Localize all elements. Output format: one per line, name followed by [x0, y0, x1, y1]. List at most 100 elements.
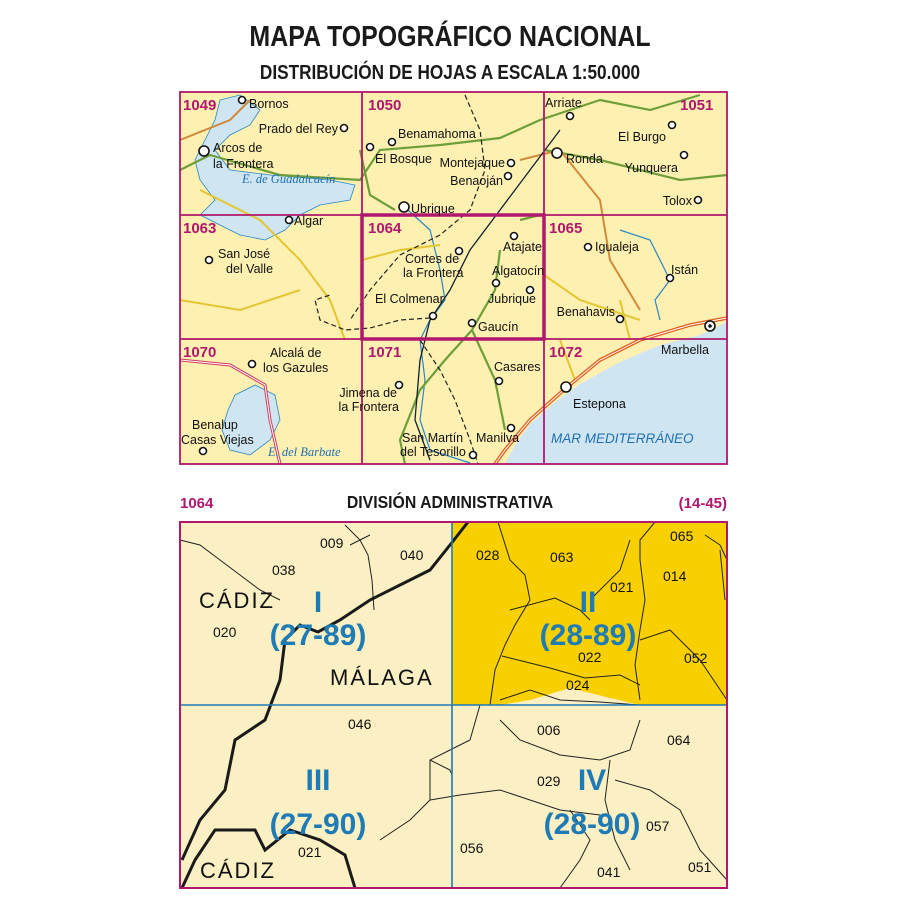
- road-regional: [179, 99, 641, 311]
- place-san-jose-line2: del Valle: [226, 262, 273, 276]
- place-montejaque: Montejaque: [440, 156, 505, 170]
- municipality-code: 057: [646, 818, 670, 834]
- place-ronda: Ronda: [566, 152, 603, 166]
- sheet-1063[interactable]: 1063: [183, 220, 216, 237]
- province-cadiz-bottom: CÁDIZ: [200, 858, 276, 883]
- river: [399, 202, 471, 464]
- municipality-code: 006: [537, 722, 561, 738]
- municipality-code: 029: [537, 773, 561, 789]
- quadrant-iv-numeral: IV: [578, 764, 606, 797]
- place-jimena-line1: Jimena de: [339, 386, 397, 400]
- quadrant-ii-highlight: [452, 522, 727, 705]
- admin-frame: [179, 521, 728, 889]
- quadrant-iii-ref: (27-90): [270, 808, 367, 841]
- place-alcala-line2: los Gazules: [263, 361, 328, 375]
- sheet-1071[interactable]: 1071: [368, 344, 401, 361]
- place-benalup-line2: Casas Viejas: [181, 433, 254, 447]
- quadrant-grid: [180, 522, 727, 888]
- quadrant-i-ref: (27-89): [270, 619, 367, 652]
- place-el-colmenar: El Colmenar: [375, 292, 444, 306]
- label-e-barbate: E. del Barbate: [267, 445, 341, 459]
- municipality-code: 009: [320, 535, 344, 551]
- boundary-line: [414, 129, 561, 461]
- label-e-guadalcacin: E. de Guadalcacín: [241, 172, 335, 186]
- admin-division-map: 1064 DIVISIÓN ADMINISTRATIVA (14-45): [179, 492, 728, 889]
- sheet-1065[interactable]: 1065: [549, 220, 582, 237]
- municipality-code: 021: [298, 844, 322, 860]
- railway: [314, 94, 486, 465]
- municipal-boundaries: [179, 521, 728, 889]
- place-tolox: Tolox: [663, 194, 693, 208]
- quadrant-ii-ref: (28-89): [540, 619, 637, 652]
- subtitle: DISTRIBUCIÓN DE HOJAS A ESCALA 1:50.000: [260, 61, 640, 84]
- current-sheet-highlight: [360, 213, 546, 341]
- municipality-code: 024: [566, 677, 590, 693]
- place-estepona: Estepona: [573, 397, 626, 411]
- place-benamahoma: Benamahoma: [398, 127, 476, 141]
- place-prado-del-rey: Prado del Rey: [259, 122, 339, 136]
- place-arcos-line2: la Frontera: [213, 157, 273, 171]
- place-istan: Istán: [671, 263, 698, 277]
- place-jimena-line2: la Frontera: [339, 400, 399, 414]
- town-markers: [198, 95, 716, 460]
- road-secondary: [179, 93, 728, 465]
- place-jubrique: Jubrique: [488, 292, 536, 306]
- place-san-jose-line1: San José: [218, 247, 270, 261]
- quadrant-iv-ref: (28-90): [544, 808, 641, 841]
- admin-grid-ref: (14-45): [679, 495, 727, 512]
- sheet-1049[interactable]: 1049: [183, 97, 216, 114]
- municipality-code: 065: [670, 528, 694, 544]
- municipality-code: 064: [667, 732, 691, 748]
- municipality-code: 063: [550, 549, 574, 565]
- place-el-bosque: El Bosque: [375, 152, 432, 166]
- sheet-1064[interactable]: 1064: [368, 220, 402, 237]
- municipality-code: 046: [348, 716, 372, 732]
- place-marbella: Marbella: [661, 343, 709, 357]
- place-alcala-line1: Alcalá de: [270, 346, 321, 360]
- label-mar-mediterraneo: MAR MEDITERRÁNEO: [551, 431, 694, 446]
- sheet-1072[interactable]: 1072: [549, 344, 582, 361]
- overview-map: 1049 1050 1051 1063 1064 1065 1070 1071 …: [179, 91, 728, 466]
- sheet-1050[interactable]: 1050: [368, 97, 401, 114]
- municipality-code: 041: [597, 864, 621, 880]
- road-local: [179, 189, 641, 381]
- place-casares: Casares: [494, 360, 541, 374]
- quadrant-i-numeral: I: [314, 586, 322, 619]
- province-malaga: MÁLAGA: [330, 665, 434, 690]
- place-cortes-line2: la Frontera: [403, 266, 463, 280]
- place-igualeja: Igualeja: [595, 240, 639, 254]
- place-arriate: Arriate: [545, 96, 582, 110]
- municipality-code: 051: [688, 859, 712, 875]
- municipality-code: 028: [476, 547, 500, 563]
- main-title: MAPA TOPOGRÁFICO NACIONAL: [249, 19, 650, 52]
- admin-title: DIVISIÓN ADMINISTRATIVA: [347, 492, 553, 512]
- quadrant-iii-numeral: III: [305, 764, 330, 797]
- admin-sheet-number: 1064: [180, 495, 214, 512]
- municipality-code: 020: [213, 624, 237, 640]
- place-manilva: Manilva: [476, 431, 519, 445]
- place-benahavis: Benahavis: [557, 305, 615, 319]
- place-ubrique: Ubrique: [411, 202, 455, 216]
- place-san-martin-line2: del Tesorillo: [400, 445, 466, 459]
- municipality-code: 021: [610, 579, 634, 595]
- municipality-code: 056: [460, 840, 484, 856]
- place-arcos-line1: Arcos de: [213, 141, 262, 155]
- sea-area: [505, 322, 727, 464]
- province-border: [180, 521, 470, 889]
- place-algar: Algar: [294, 214, 323, 228]
- municipality-code: 038: [272, 562, 296, 578]
- sheet-1051[interactable]: 1051: [680, 97, 713, 114]
- place-bornos: Bornos: [249, 97, 289, 111]
- quadrant-ii-numeral: II: [580, 586, 597, 619]
- province-cadiz-top: CÁDIZ: [199, 588, 275, 613]
- place-el-burgo: El Burgo: [618, 130, 666, 144]
- place-gaucin: Gaucín: [478, 320, 518, 334]
- municipality-code: 052: [684, 650, 708, 666]
- place-san-martin-line1: San Martín: [402, 431, 463, 445]
- sheet-1070[interactable]: 1070: [183, 344, 216, 361]
- place-benalup-line1: Benalup: [192, 418, 238, 432]
- place-benaojan: Benaoján: [450, 174, 503, 188]
- place-atajate: Atajate: [503, 240, 542, 254]
- municipality-code: 040: [400, 547, 424, 563]
